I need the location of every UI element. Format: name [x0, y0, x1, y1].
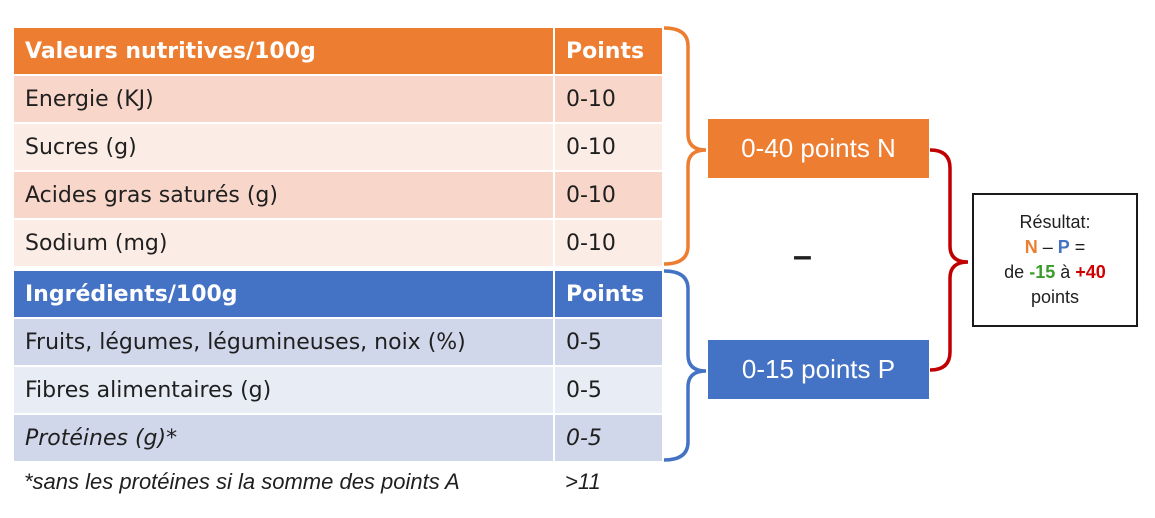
table-row: Fibres alimentaires (g) 0-5 — [14, 367, 662, 413]
red-bracket — [929, 148, 969, 372]
footnote-value: >11 — [565, 469, 601, 494]
result-eq: = — [1074, 237, 1086, 257]
result-box: Résultat: N – P = de -15 à +40 points — [972, 193, 1138, 327]
row-label: Fibres alimentaires (g) — [14, 367, 553, 413]
result-title: Résultat: — [1019, 212, 1091, 232]
table-row: Fruits, légumes, légumineuses, noix (%) … — [14, 319, 662, 365]
ingredient-table-header: Ingrédients/100g Points — [14, 271, 662, 317]
row-label: Energie (KJ) — [14, 76, 553, 122]
table-row: Acides gras saturés (g) 0-10 — [14, 172, 662, 218]
table-row: Energie (KJ) 0-10 — [14, 76, 662, 122]
result-min: -15 — [1029, 262, 1056, 282]
result-range: de -15 à +40 — [974, 260, 1136, 285]
row-points: 0-10 — [555, 172, 662, 218]
nutrient-header-points: Points — [555, 28, 662, 74]
blue-bracket — [663, 269, 707, 462]
ingredient-header-points: Points — [555, 271, 662, 317]
ingredient-header-label: Ingrédients/100g — [14, 271, 553, 317]
result-unit: points — [1030, 287, 1080, 307]
orange-bracket — [663, 26, 707, 266]
row-points: 0-10 — [555, 220, 662, 266]
nutrient-header-label: Valeurs nutritives/100g — [14, 28, 553, 74]
row-points: 0-5 — [555, 367, 662, 413]
result-dash: – — [1042, 237, 1053, 257]
row-label: Sucres (g) — [14, 124, 553, 170]
row-points: 0-5 — [555, 415, 662, 461]
table-row: Sucres (g) 0-10 — [14, 124, 662, 170]
footnote-text: *sans les protéines si la somme des poin… — [24, 469, 460, 494]
row-label: Protéines (g)* — [14, 415, 553, 461]
row-points: 0-5 — [555, 319, 662, 365]
row-label: Sodium (mg) — [14, 220, 553, 266]
table-row: Protéines (g)* 0-5 — [14, 415, 662, 461]
points-p-box: 0-15 points P — [708, 340, 929, 399]
row-points: 0-10 — [555, 124, 662, 170]
result-p: P — [1057, 237, 1070, 257]
row-label: Fruits, légumes, légumineuses, noix (%) — [14, 319, 553, 365]
result-a: à — [1060, 262, 1071, 282]
result-de: de — [1004, 262, 1025, 282]
result-max: +40 — [1075, 262, 1106, 282]
table-row: Sodium (mg) 0-10 — [14, 220, 662, 266]
result-formula: N – P = — [974, 235, 1136, 260]
points-n-box: 0-40 points N — [708, 119, 929, 178]
minus-sign: – — [793, 237, 812, 275]
result-n: N — [1024, 237, 1038, 257]
row-label: Acides gras saturés (g) — [14, 172, 553, 218]
row-points: 0-10 — [555, 76, 662, 122]
nutrient-table-header: Valeurs nutritives/100g Points — [14, 28, 662, 74]
